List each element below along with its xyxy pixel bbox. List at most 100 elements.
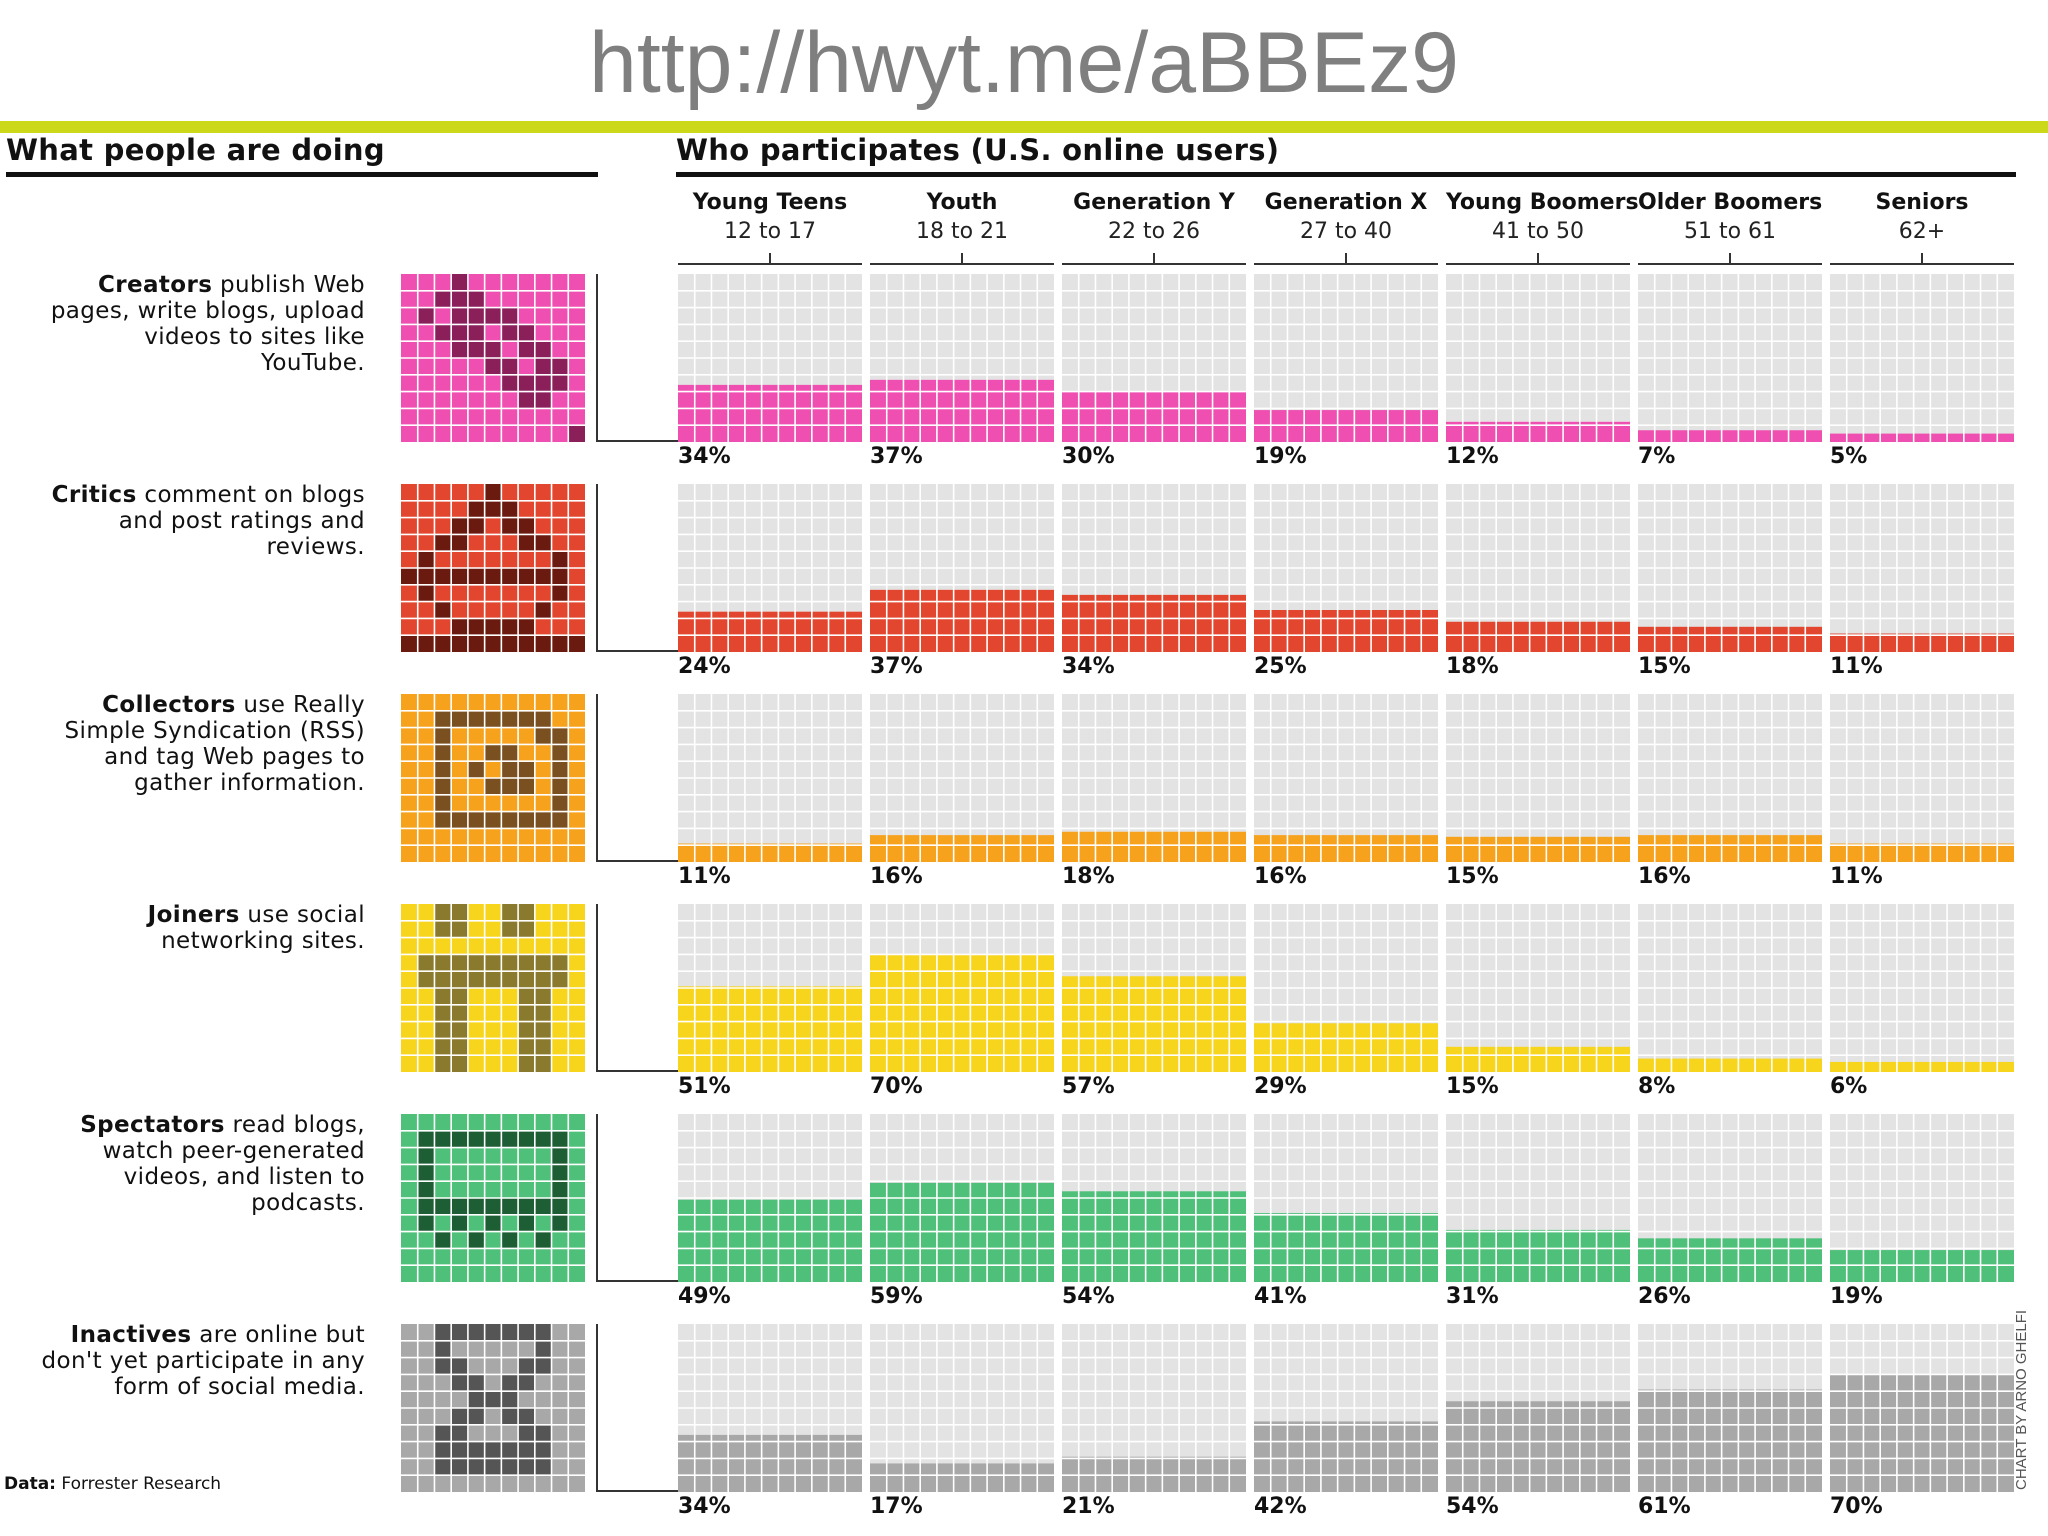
bar-panel-grid xyxy=(1830,1324,2014,1492)
icon-pixel xyxy=(467,1130,485,1148)
icon-connector-horizontal xyxy=(596,1070,686,1072)
icon-pixel xyxy=(401,568,418,585)
icon-pixel xyxy=(484,1198,502,1215)
bar-panel-grid xyxy=(1446,694,1630,862)
percent-label: 16% xyxy=(1254,864,1307,889)
generation-age: 41 to 50 xyxy=(1491,219,1585,244)
bar-panel-grid xyxy=(1830,274,2014,442)
icon-pixel xyxy=(467,811,485,829)
bar-panel-grid xyxy=(1638,694,1822,862)
generation-bracket xyxy=(1062,263,1246,265)
icon-pixel xyxy=(534,601,552,619)
icon-pixel xyxy=(451,1198,468,1215)
bar-panel-grid xyxy=(1638,484,1822,652)
icon-pixel xyxy=(451,534,468,552)
icon-connector-horizontal xyxy=(596,1280,686,1282)
bar-joiners xyxy=(1446,1046,1630,1072)
chart-credit: CHART BY ARNO GHELFI xyxy=(2013,1309,2030,1490)
icon-pixel xyxy=(434,1130,452,1148)
icon-pixel xyxy=(434,904,452,921)
bar-joiners xyxy=(1830,1061,2014,1072)
bar-panel-grid xyxy=(678,1114,862,1282)
spectators-pixel-icon xyxy=(401,1114,585,1282)
bar-spectators xyxy=(1062,1191,1246,1282)
icon-pixel xyxy=(451,1324,468,1341)
bar-panel-grid xyxy=(1446,484,1630,652)
icon-pixel xyxy=(484,744,502,762)
icon-pixel xyxy=(451,1357,468,1375)
joiners-pixel-icon xyxy=(401,904,585,1072)
icon-pixel xyxy=(518,1408,535,1425)
icon-pixel xyxy=(434,568,452,585)
icon-pixel xyxy=(534,1357,552,1375)
bar-panel xyxy=(1062,904,1246,1072)
generation-bracket xyxy=(678,263,862,265)
bar-joiners xyxy=(1062,976,1246,1072)
bar-panel xyxy=(1062,274,1246,442)
behavior-description: Joiners use social networking sites. xyxy=(40,902,365,954)
icon-pixel xyxy=(518,954,535,972)
percent-label: 34% xyxy=(678,444,731,469)
bar-panel-grid xyxy=(1254,904,1438,1072)
percent-label: 16% xyxy=(870,864,923,889)
generation-age: 18 to 21 xyxy=(915,219,1009,244)
icon-pixel xyxy=(434,744,452,762)
generation-tick xyxy=(1921,253,1923,263)
icon-pixel xyxy=(467,324,485,342)
icon-pixel xyxy=(484,500,502,518)
bar-panel xyxy=(870,1114,1054,1282)
icon-pixel xyxy=(451,920,468,938)
icon-pixel xyxy=(451,988,468,1005)
icon-pixel xyxy=(417,1214,435,1232)
bar-joiners xyxy=(678,986,862,1072)
bar-collectors xyxy=(1446,836,1630,862)
icon-pixel xyxy=(484,618,502,636)
icon-pixel xyxy=(551,1198,569,1215)
percent-label: 18% xyxy=(1446,654,1499,679)
icon-pixel xyxy=(434,761,452,778)
percent-label: 59% xyxy=(870,1284,923,1309)
icon-pixel xyxy=(484,1391,502,1408)
icon-pixel xyxy=(417,971,435,988)
icon-pixel xyxy=(417,568,435,585)
icon-pixel xyxy=(434,1198,452,1215)
percent-label: 11% xyxy=(678,864,731,889)
icon-pixel xyxy=(484,1458,502,1476)
icon-pixel xyxy=(551,794,569,812)
icon-pixel xyxy=(484,484,502,501)
icon-connector-vertical xyxy=(596,904,598,1072)
icon-pixel xyxy=(501,1324,519,1341)
icon-pixel xyxy=(568,425,585,442)
percent-label: 61% xyxy=(1638,1494,1691,1519)
icon-pixel xyxy=(434,601,452,619)
icon-pixel xyxy=(451,635,468,652)
icon-pixel xyxy=(417,954,435,972)
icon-pixel xyxy=(501,1458,519,1476)
icon-pixel xyxy=(518,568,535,585)
icon-pixel xyxy=(534,727,552,745)
bar-panel-grid xyxy=(678,274,862,442)
icon-pixel xyxy=(518,811,535,829)
bar-panel xyxy=(1062,484,1246,652)
bar-panel-grid xyxy=(1446,1114,1630,1282)
icon-pixel xyxy=(534,1038,552,1056)
icon-pixel xyxy=(451,618,468,636)
bar-panel xyxy=(870,694,1054,862)
percent-label: 54% xyxy=(1446,1494,1499,1519)
icon-pixel xyxy=(484,635,502,652)
percent-label: 70% xyxy=(1830,1494,1883,1519)
icon-pixel xyxy=(451,1424,468,1442)
generation-tick xyxy=(1345,253,1347,263)
bar-panel-grid xyxy=(870,274,1054,442)
icon-pixel xyxy=(518,1038,535,1056)
icon-pixel xyxy=(518,904,535,921)
percent-label: 26% xyxy=(1638,1284,1691,1309)
bar-critics xyxy=(1062,594,1246,652)
bar-panel-grid xyxy=(870,1114,1054,1282)
percent-label: 11% xyxy=(1830,864,1883,889)
icon-pixel xyxy=(417,1181,435,1198)
bar-creators xyxy=(678,384,862,442)
icon-pixel xyxy=(518,988,535,1005)
bar-panel xyxy=(678,274,862,442)
icon-pixel xyxy=(467,618,485,636)
